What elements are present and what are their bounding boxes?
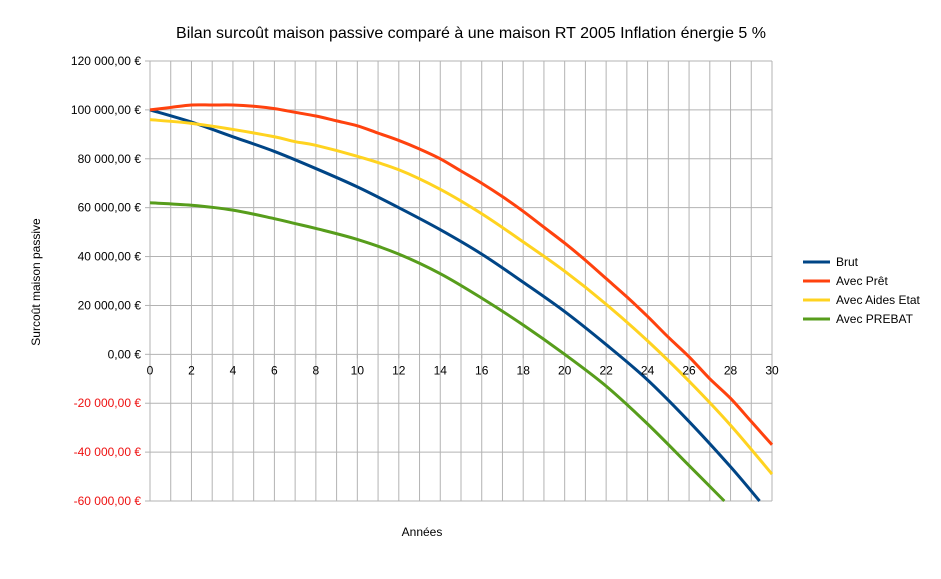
x-tick-labels: 0 2 4 6 8 10 12 14 16 18 20 22 24 26 28 30 — [147, 363, 779, 377]
x-tick-label: 6 — [271, 363, 278, 377]
x-tick-label: 18 — [517, 363, 531, 377]
y-tick-label: 40 000,00 € — [78, 250, 142, 264]
x-tick-label: 12 — [392, 363, 406, 377]
series-line-1 — [149, 103, 774, 446]
y-tick-label: 80 000,00 € — [78, 152, 142, 166]
x-tick-label: 20 — [558, 363, 572, 377]
legend-label: Avec Prêt — [836, 274, 888, 288]
y-tick-label: -60 000,00 € — [74, 494, 142, 508]
x-tick-label: 16 — [475, 363, 489, 377]
y-tick-label: -20 000,00 € — [74, 396, 142, 410]
legend-label: Avec PREBAT — [836, 312, 914, 326]
x-tick-label: 4 — [230, 363, 237, 377]
legend-label: Brut — [836, 255, 859, 269]
series-group — [149, 103, 774, 503]
y-tick-label: 0,00 € — [108, 347, 142, 361]
y-tick-label: 60 000,00 € — [78, 201, 142, 215]
x-tick-label: 8 — [313, 363, 320, 377]
y-axis-label: Surcoût maison passive — [29, 218, 43, 346]
grid — [149, 60, 773, 502]
x-tick-label: 28 — [724, 363, 738, 377]
x-tick-label: 30 — [765, 363, 779, 377]
y-tick-label: 120 000,00 € — [71, 54, 141, 68]
x-tick-label: 2 — [188, 363, 195, 377]
legend-label: Avec Aides Etat — [836, 293, 920, 307]
y-tick-label: 20 000,00 € — [78, 298, 142, 312]
series-line-3 — [149, 201, 726, 503]
axes — [145, 60, 773, 502]
y-tick-label: -40 000,00 € — [74, 445, 142, 459]
x-tick-label: 24 — [641, 363, 655, 377]
y-tick-label: 100 000,00 € — [71, 103, 141, 117]
series-line-2 — [149, 118, 774, 476]
x-tick-label: 10 — [351, 363, 365, 377]
legend: Brut Avec Prêt Avec Aides Etat Avec PREBAT — [803, 255, 920, 326]
chart-title: Bilan surcoût maison passive comparé à u… — [176, 25, 766, 42]
series-line-0 — [149, 108, 761, 502]
x-tick-label: 22 — [599, 363, 613, 377]
x-tick-label: 0 — [147, 363, 154, 377]
x-tick-label: 14 — [434, 363, 448, 377]
x-tick-label: 26 — [682, 363, 696, 377]
x-axis-label: Années — [402, 525, 443, 539]
y-tick-labels: 120 000,00 € 100 000,00 € 80 000,00 € 60 00… — [71, 54, 141, 508]
